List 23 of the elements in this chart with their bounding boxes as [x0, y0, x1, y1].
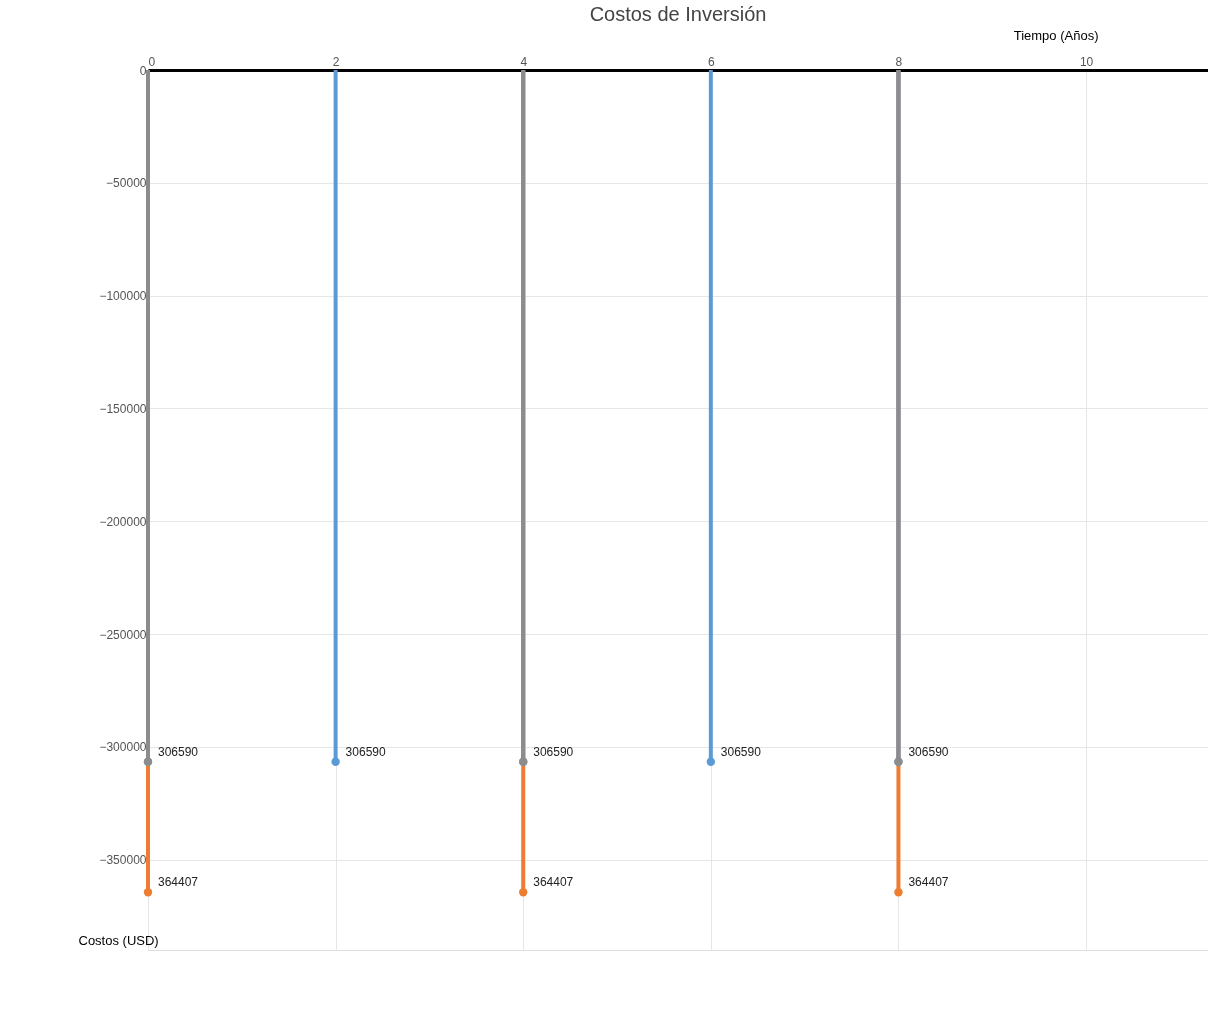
y-tick-label: −50000: [106, 176, 147, 191]
x-tick-label: 4: [520, 54, 528, 69]
x-tick-label: 10: [1079, 54, 1094, 69]
x-tick-label: 8: [895, 54, 903, 69]
chart-title: Costos de Inversión: [589, 3, 767, 25]
annotation: 364407: [158, 875, 199, 890]
y-tick-label: −250000: [99, 627, 147, 642]
annotation: 306590: [158, 744, 199, 759]
y-tick-label: −100000: [99, 289, 147, 304]
annotation: 306590: [533, 744, 574, 759]
y-axis-title: Costos (USD): [78, 932, 159, 948]
annotation: 306590: [908, 744, 949, 759]
annotation: 364407: [908, 875, 949, 890]
annotation: 306590: [345, 744, 386, 759]
x-tick-label: 6: [707, 54, 715, 69]
y-tick-label: −200000: [99, 514, 147, 529]
y-tick-label: −300000: [99, 740, 147, 755]
annotation: 364407: [533, 875, 574, 890]
y-tick-label: −150000: [99, 401, 147, 416]
annotation: 306590: [720, 744, 762, 759]
y-tick-label: −350000: [99, 853, 147, 868]
x-axis-title: Tiempo (Años): [1013, 27, 1099, 43]
x-tick-label: 2: [332, 54, 340, 69]
